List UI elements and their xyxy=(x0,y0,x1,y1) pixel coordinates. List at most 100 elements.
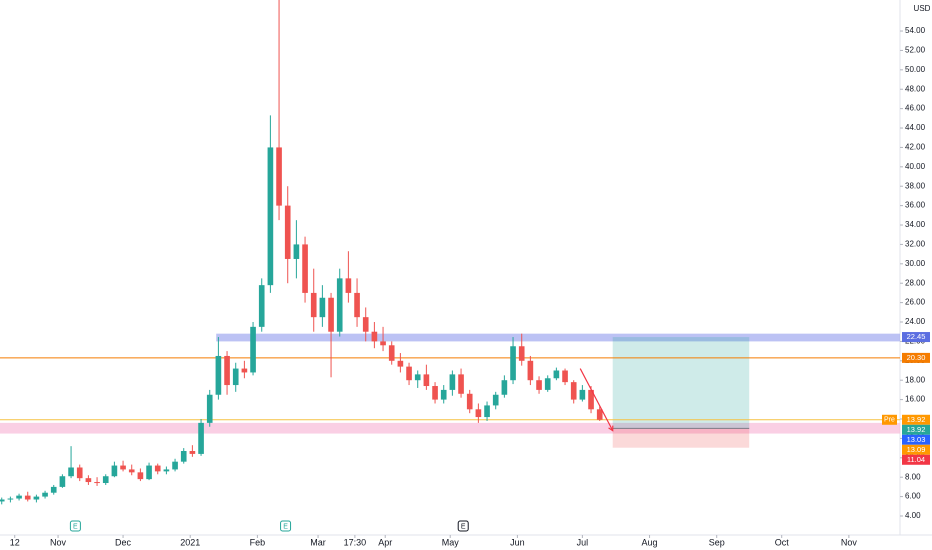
y-tick-label: 28.00 xyxy=(905,278,926,287)
y-tick-label: 24.00 xyxy=(905,317,926,326)
arrow-head xyxy=(608,425,614,432)
candle-body xyxy=(510,346,516,381)
candle-body xyxy=(50,486,57,493)
candle-body xyxy=(423,374,430,387)
candle-body xyxy=(94,482,100,484)
level-label: 13.03 xyxy=(907,435,926,444)
candle-body xyxy=(232,368,239,386)
zone xyxy=(216,333,900,342)
y-tick-label: 34.00 xyxy=(905,220,926,229)
y-tick-label: 26.00 xyxy=(905,298,926,307)
candle-body xyxy=(536,380,542,390)
x-tick-label: Oct xyxy=(775,537,790,547)
candle-body xyxy=(59,476,66,487)
y-tick-label: 42.00 xyxy=(905,143,926,152)
y-tick-label: 44.00 xyxy=(905,123,926,132)
y-tick-label: 54.00 xyxy=(905,26,926,35)
y-tick-label: 32.00 xyxy=(905,240,926,249)
candle-body xyxy=(68,467,74,477)
x-tick-label: Mar xyxy=(310,537,326,547)
level-label: 22.45 xyxy=(907,332,926,341)
x-tick-label: 17:30 xyxy=(344,537,367,547)
event-marker xyxy=(69,520,81,532)
x-tick-label: Nov xyxy=(841,537,858,547)
candle-body xyxy=(475,409,482,418)
candle-body xyxy=(284,205,291,259)
y-tick-label: 16.00 xyxy=(905,395,926,404)
currency-label: USD xyxy=(914,4,931,13)
candle-body xyxy=(120,465,126,470)
event-label: E xyxy=(283,523,288,530)
y-tick-label: 4.00 xyxy=(905,511,921,520)
candle-body xyxy=(397,360,404,367)
candle-body xyxy=(596,409,603,420)
candle-body xyxy=(449,374,456,390)
candle-body xyxy=(154,465,161,472)
candle-body xyxy=(302,244,308,293)
candle-body xyxy=(406,366,412,381)
candle-body xyxy=(206,394,213,423)
candle-body xyxy=(336,278,343,332)
event-label: E xyxy=(461,523,466,530)
candle-body xyxy=(215,355,222,395)
x-tick-label: Dec xyxy=(115,537,132,547)
x-tick-label: Feb xyxy=(250,537,266,547)
candle-body xyxy=(371,331,378,342)
y-tick-label: 30.00 xyxy=(905,259,926,268)
candle-body xyxy=(492,394,499,406)
candle-body xyxy=(458,374,464,394)
candle-body xyxy=(328,297,334,332)
x-tick-label: Sep xyxy=(709,537,725,547)
candle-body xyxy=(85,478,92,483)
y-tick-label: 36.00 xyxy=(905,201,926,210)
level-tag-box xyxy=(882,414,897,425)
level-label-box xyxy=(902,332,930,343)
zone xyxy=(0,422,900,434)
candle-body xyxy=(0,499,5,502)
candle-body xyxy=(111,465,118,477)
candle-body xyxy=(163,469,170,472)
x-tick-label: Nov xyxy=(50,537,67,547)
candle-body xyxy=(380,341,386,346)
candle-body xyxy=(466,393,473,410)
level-label-box xyxy=(902,424,930,435)
event-label: E xyxy=(73,523,78,530)
y-tick-label: 6.00 xyxy=(905,492,921,501)
candle-body xyxy=(518,346,525,361)
candle-body xyxy=(293,244,300,259)
candle-body xyxy=(588,389,594,410)
x-tick-label: May xyxy=(442,537,460,547)
candle-body xyxy=(102,476,109,484)
level-label: 11.04 xyxy=(907,455,925,464)
profit-zone xyxy=(612,337,750,429)
candle-body xyxy=(33,496,40,500)
candle-body xyxy=(241,368,248,373)
candle-body xyxy=(562,370,568,383)
candle-body xyxy=(146,465,152,480)
candle-body xyxy=(24,495,31,500)
x-tick-label: 2021 xyxy=(180,537,200,547)
candle-body xyxy=(180,451,187,462)
candle-body xyxy=(42,492,48,497)
candle-body xyxy=(189,451,196,454)
candle-body xyxy=(501,380,508,395)
level-label-box xyxy=(902,414,930,425)
candle-body xyxy=(310,292,317,318)
trend-arrow xyxy=(579,368,614,431)
candle-body xyxy=(16,495,22,499)
candle-body xyxy=(579,389,586,400)
candle-body xyxy=(354,292,360,318)
candle-body xyxy=(267,147,274,286)
loss-zone xyxy=(612,428,750,448)
x-tick-label: Aug xyxy=(642,537,658,547)
level-label-box xyxy=(902,454,930,465)
candle-body xyxy=(128,469,135,473)
event-marker xyxy=(280,520,292,532)
candle-body xyxy=(172,461,178,470)
level-label: 13.92 xyxy=(907,415,926,424)
candle-body xyxy=(258,285,265,327)
level-label: 20.30 xyxy=(907,353,926,362)
y-tick-label: 50.00 xyxy=(905,65,926,74)
candle-body xyxy=(250,326,256,373)
